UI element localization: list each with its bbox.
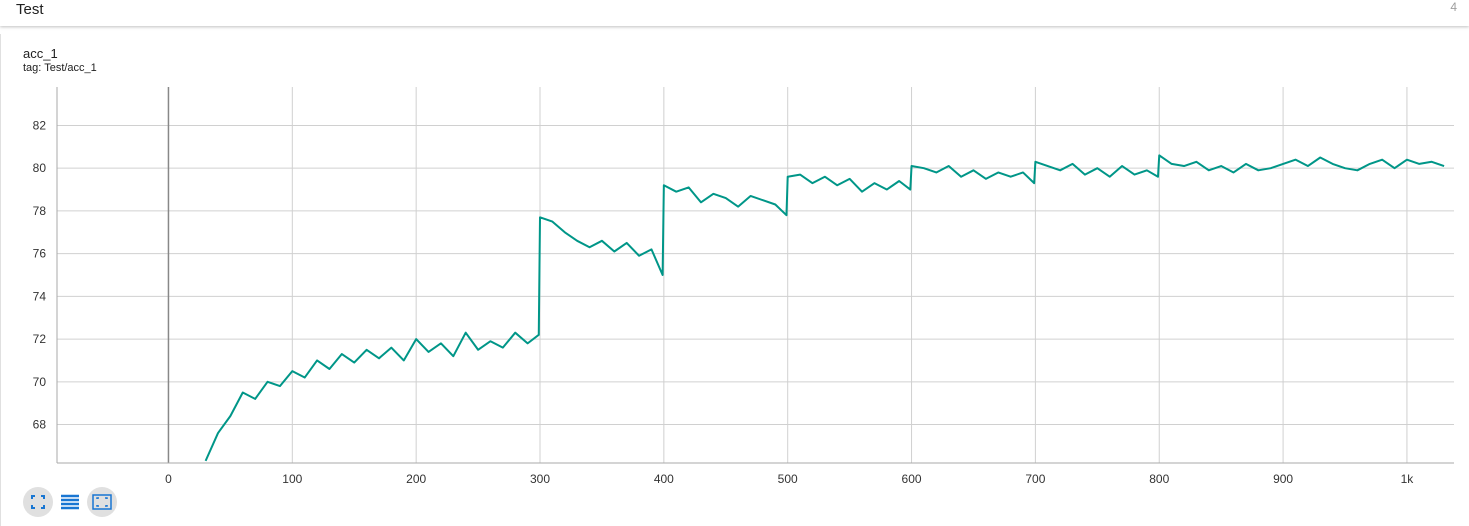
x-tick-label: 900 [1273, 472, 1293, 486]
y-tick-label: 80 [33, 161, 47, 175]
y-tick-label: 76 [33, 247, 47, 261]
y-tick-label: 72 [33, 332, 47, 346]
x-tick-label: 400 [654, 472, 674, 486]
y-tick-label: 74 [33, 289, 47, 303]
data-line [204, 154, 1445, 462]
card-title: acc_1 [23, 46, 58, 61]
x-tick-label: 800 [1149, 472, 1169, 486]
y-tick-label: 82 [33, 118, 47, 132]
section-count: 4 [1450, 0, 1457, 14]
x-tick-label: 300 [530, 472, 550, 486]
header-bar: Test 4 [0, 0, 1469, 26]
x-tick-label: 700 [1025, 472, 1045, 486]
x-tick-label: 1k [1401, 472, 1415, 486]
toggle-log-button[interactable] [55, 487, 85, 517]
y-tick-label: 68 [33, 418, 47, 432]
y-tick-label: 70 [33, 375, 47, 389]
x-tick-label: 0 [165, 472, 172, 486]
y-tick-label: 78 [33, 204, 47, 218]
x-tick-label: 200 [406, 472, 426, 486]
card-tag: tag: Test/acc_1 [23, 62, 97, 74]
x-tick-label: 100 [282, 472, 302, 486]
fullscreen-button[interactable] [23, 487, 53, 517]
fit-domain-button[interactable] [87, 487, 117, 517]
section-title[interactable]: Test [16, 1, 44, 18]
x-tick-label: 600 [902, 472, 922, 486]
x-tick-label: 500 [778, 472, 798, 486]
chart-card: acc_1 tag: Test/acc_1 [0, 34, 1469, 526]
